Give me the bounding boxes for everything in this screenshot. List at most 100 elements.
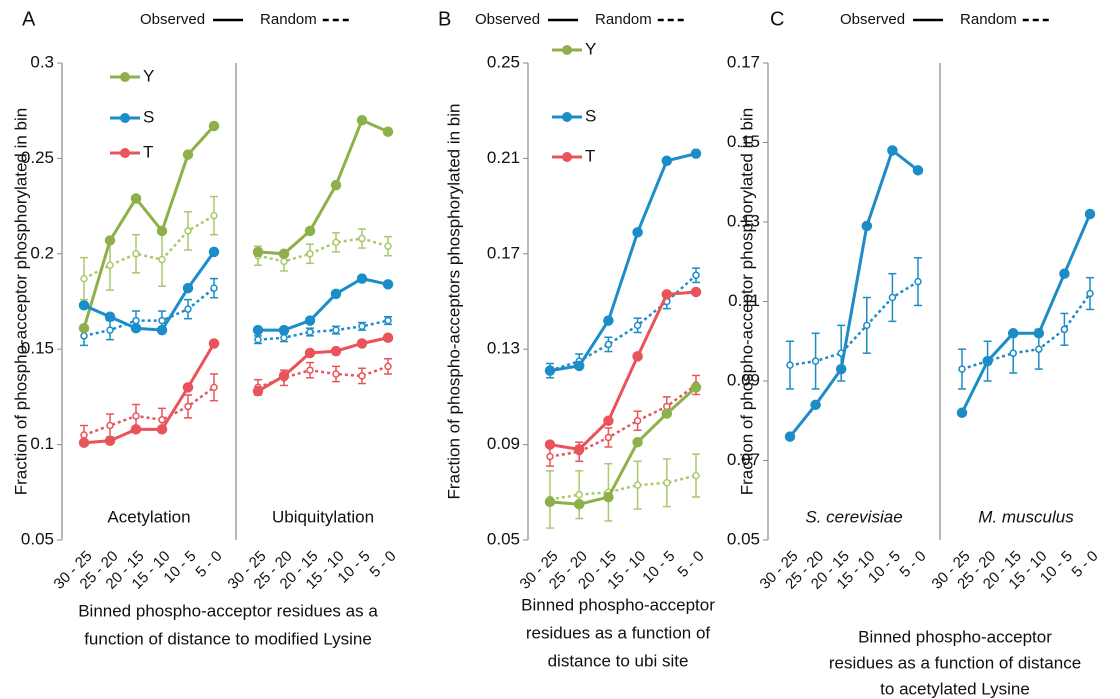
random-point [184,305,192,313]
observed-point [784,431,796,442]
random-point [384,316,392,325]
observed-point [912,165,924,176]
observed-point [661,408,673,419]
legend-label: Y [585,39,596,58]
random-point [786,361,794,369]
observed-point [573,360,585,372]
observed-point [78,437,90,448]
random-point [811,357,820,365]
x-axis-label: Binned phospho-acceptor [521,595,715,614]
random-line [549,274,697,372]
y-tick-label: 0.11 [728,291,760,310]
observed-point [104,435,116,447]
y-tick-label: 0.15 [727,132,760,151]
random-point [604,340,613,349]
random-point [332,326,340,334]
x-axis-label: Binned phospho-acceptor residues as a [78,601,378,620]
legend-marker [120,72,130,82]
random-point [1060,325,1069,334]
legend-observed: Observed [140,11,205,28]
observed-point [661,155,673,167]
legend-random: Random [595,11,652,28]
observed-point [130,322,142,334]
observed-point [252,385,264,397]
random-point [80,274,88,283]
random-point [1086,289,1094,298]
legend-label: T [143,142,153,161]
y-tick-label: 0.21 [487,148,520,167]
y-tick-label: 0.1 [30,434,54,453]
random-point [358,322,366,331]
observed-point [156,324,168,336]
observed-point [182,282,194,294]
y-tick-label: 0.25 [21,148,54,167]
observed-point [356,273,368,284]
observed-point [603,315,614,326]
observed-point [252,246,264,258]
random-point [80,332,88,340]
observed-line [549,152,697,373]
legend-marker [120,148,130,158]
observed-point [632,351,643,362]
y-tick-label: 0.17 [727,52,760,71]
observed-point [156,424,168,435]
random-point [358,234,366,243]
y-tick-label: 0.13 [727,211,760,230]
random-point [280,257,288,266]
observed-point [632,227,643,238]
random-line [257,319,389,341]
observed-point [690,148,702,159]
legend-marker [562,152,572,162]
random-point [306,366,314,374]
random-point [633,481,642,489]
observed-point [208,120,220,132]
observed-point [861,220,873,232]
random-point [575,490,583,499]
random-point [692,471,700,480]
random-point [132,412,140,420]
y-tick-label: 0.09 [727,370,760,389]
x-axis-label: residues as a function of distance [829,653,1081,672]
observed-point [544,439,556,450]
random-point [132,316,140,325]
random-point [1035,345,1043,353]
random-point [80,431,88,439]
x-tick-label: 10 - 5 [639,548,678,587]
observed-point [156,225,168,237]
observed-point [632,436,643,448]
legend-label: S [585,106,596,125]
observed-point [304,315,316,326]
random-line [257,237,389,263]
random-point [106,326,114,334]
observed-point [982,355,993,367]
random-line [961,292,1092,371]
observed-line [788,147,919,438]
observed-point [208,246,220,258]
random-point [106,261,114,269]
y-tick-label: 0.15 [21,339,54,358]
observed-point [382,332,394,344]
observed-point [661,289,673,300]
y-tick-label: 0.05 [21,529,54,548]
observed-point [382,279,394,290]
random-point [604,433,613,442]
random-point [158,316,166,325]
subplot-label: Acetylation [107,507,190,526]
observed-point [1059,268,1070,279]
x-tick-label: 5 - 0 [366,548,399,581]
observed-line [82,124,216,329]
observed-point [304,347,316,359]
observed-point [573,498,585,510]
random-point [306,328,314,336]
panel-letter: A [22,8,36,30]
random-point [546,452,554,461]
observed-line [257,118,389,256]
y-tick-label: 0.3 [30,52,54,71]
random-point [158,416,166,424]
random-point [863,321,871,330]
observed-point [1033,328,1045,339]
random-point [184,227,192,235]
random-point [384,242,392,250]
legend-random: Random [260,11,317,28]
random-line [789,280,919,367]
